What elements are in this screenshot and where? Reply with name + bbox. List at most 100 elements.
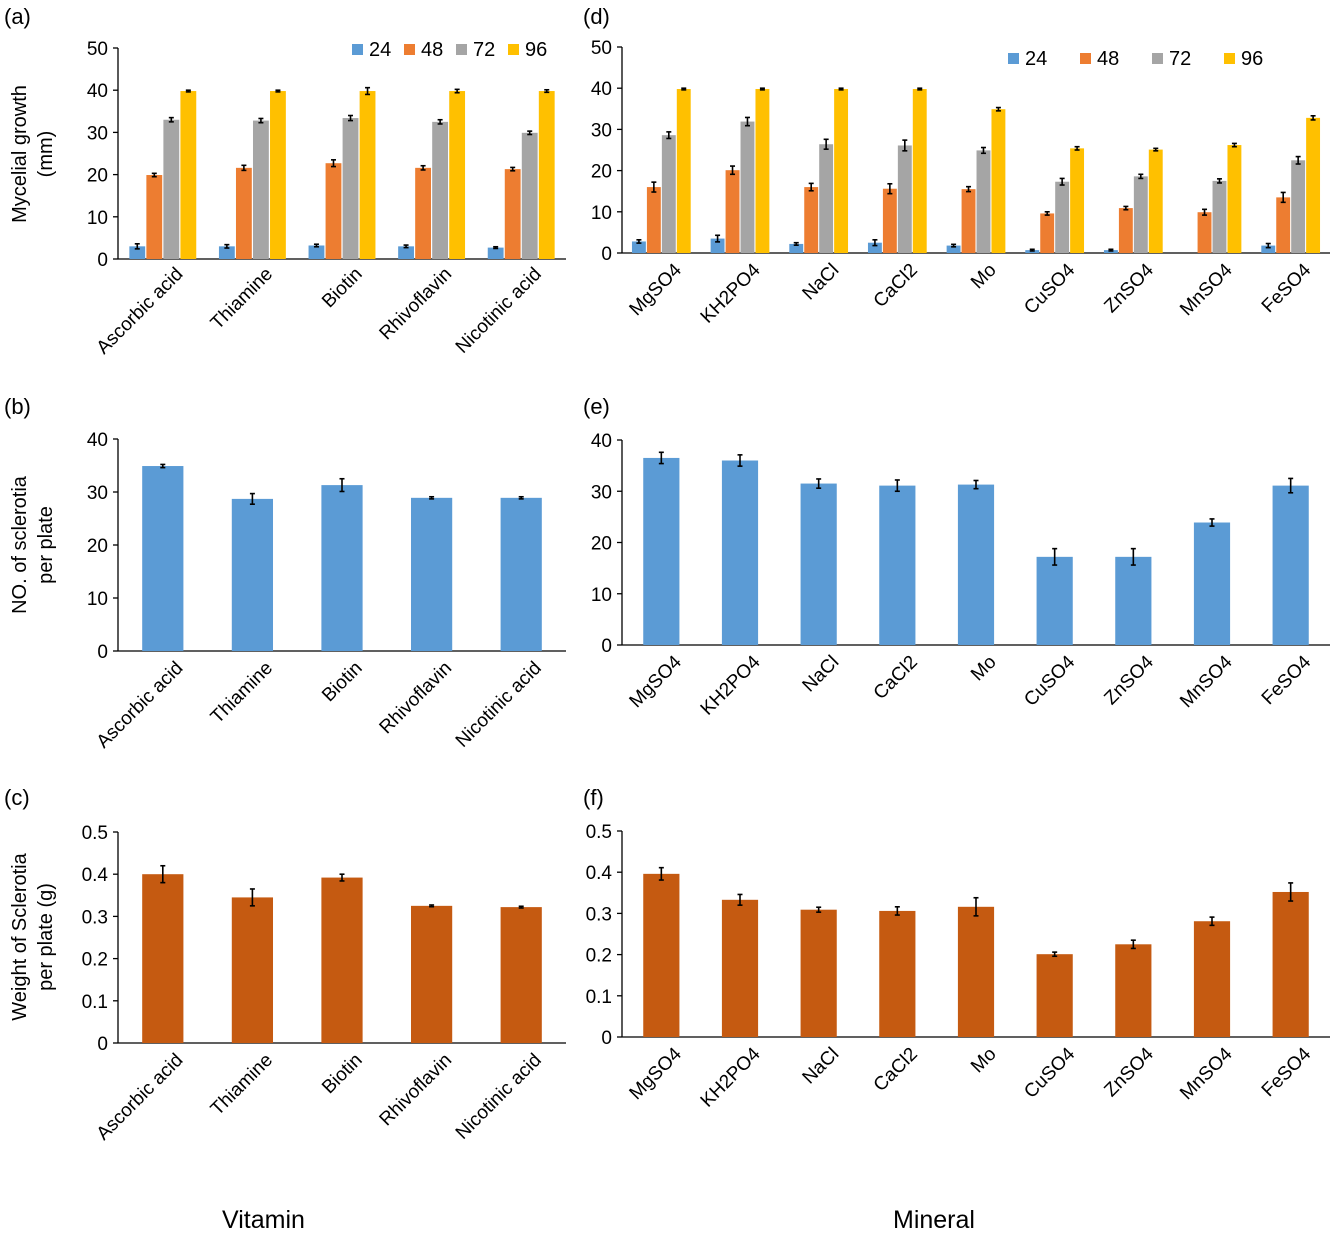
y-axis-label: per plate (g) bbox=[35, 883, 57, 991]
legend-label: 72 bbox=[1169, 48, 1191, 70]
chart-b: 0 10 20 30 40 Ascorbic acid Thiamine Biotin Rhiv… bbox=[9, 430, 566, 752]
bar bbox=[1070, 148, 1085, 253]
y-tick-label: 10 bbox=[87, 589, 108, 610]
bar bbox=[1276, 197, 1291, 253]
y-tick-label: 20 bbox=[87, 166, 108, 187]
x-tick-label: Mo bbox=[967, 260, 1001, 294]
bar bbox=[1193, 522, 1231, 645]
bar bbox=[538, 91, 555, 259]
x-tick-label: Thiamine bbox=[207, 1050, 277, 1120]
bar bbox=[804, 187, 819, 253]
bar bbox=[180, 91, 197, 259]
x-tick-label: KH2PO4 bbox=[697, 651, 765, 719]
x-tick-label: Thiamine bbox=[207, 264, 277, 334]
y-tick-label: 0.5 bbox=[82, 823, 108, 844]
bar bbox=[487, 247, 504, 259]
chart-a: 0 10 20 30 40 50 Ascorbic acid Thiamine Biotin Rh… bbox=[9, 39, 566, 358]
x-tick-label: Biotin bbox=[318, 1050, 366, 1098]
chart-e: 0 10 20 30 40 MgSO4 KH2PO4 NaCl CaCl2 Mo CuSO4 ZnSO… bbox=[591, 431, 1330, 720]
bar bbox=[321, 877, 363, 1043]
y-axis-label: Mycelial growth bbox=[9, 85, 31, 223]
bar bbox=[946, 245, 961, 253]
bar bbox=[789, 243, 804, 253]
bar bbox=[1261, 245, 1276, 253]
y-axis-label: Weight of Sclerotia bbox=[9, 852, 31, 1020]
panel-label-d: (d) bbox=[583, 4, 610, 29]
bar bbox=[1227, 145, 1242, 253]
bar bbox=[410, 497, 453, 651]
x-tick-label: CaCl2 bbox=[870, 260, 922, 312]
bar bbox=[1148, 149, 1163, 253]
x-tick-label: Mo bbox=[967, 1044, 1001, 1078]
panel-label-c: (c) bbox=[4, 785, 30, 810]
x-tick-label: MgSO4 bbox=[626, 259, 687, 320]
panel-label-a: (a) bbox=[4, 4, 31, 29]
bar bbox=[819, 144, 834, 253]
bar bbox=[646, 187, 661, 253]
x-tick-label: Nicotinic acid bbox=[452, 264, 546, 358]
bar bbox=[834, 89, 849, 253]
bar bbox=[270, 91, 286, 259]
bar bbox=[643, 873, 680, 1037]
bar bbox=[879, 485, 916, 645]
bar bbox=[410, 905, 453, 1043]
x-tick-label: CaCl2 bbox=[870, 652, 922, 704]
bar bbox=[1291, 160, 1306, 253]
chart-c: 0 0.1 0.2 0.3 0.4 0.5 Ascorbic acid Thiamine Bio… bbox=[9, 823, 566, 1144]
x-tick-label: ZnSO4 bbox=[1100, 651, 1158, 709]
bar bbox=[643, 457, 680, 645]
bar bbox=[325, 163, 342, 259]
x-tick-label: Ascorbic acid bbox=[93, 658, 188, 753]
bar bbox=[961, 189, 976, 253]
legend-swatch bbox=[1152, 53, 1163, 64]
x-tick-label: MgSO4 bbox=[626, 651, 687, 712]
x-tick-label: CaCl2 bbox=[870, 1044, 922, 1096]
bar bbox=[1055, 181, 1070, 253]
legend-swatch bbox=[1080, 53, 1091, 64]
x-tick-label: KH2PO4 bbox=[697, 259, 765, 327]
bar bbox=[912, 89, 927, 253]
x-tick-label: FeSO4 bbox=[1258, 1043, 1316, 1101]
bar bbox=[631, 241, 646, 253]
bar bbox=[142, 874, 184, 1043]
panel-label-e: (e) bbox=[583, 394, 610, 419]
bar bbox=[1040, 213, 1055, 253]
bar bbox=[1197, 212, 1212, 253]
bar bbox=[1115, 556, 1152, 645]
legend-label: 72 bbox=[473, 39, 495, 61]
y-tick-label: 40 bbox=[591, 79, 612, 100]
bar bbox=[957, 484, 995, 645]
y-tick-label: 0 bbox=[97, 642, 108, 663]
bar bbox=[1272, 891, 1309, 1037]
legend-swatch bbox=[1224, 53, 1235, 64]
bar bbox=[142, 466, 184, 651]
bar bbox=[415, 167, 432, 259]
x-tick-label: Rhivoflavin bbox=[376, 264, 457, 345]
bar bbox=[1133, 176, 1148, 253]
bar bbox=[504, 169, 521, 259]
y-tick-label: 0.3 bbox=[82, 907, 108, 928]
y-axis-label: per plate bbox=[35, 506, 57, 584]
bar bbox=[725, 170, 740, 253]
footer-vitamin: Vitamin bbox=[222, 1206, 305, 1234]
chart-d: 0 10 20 30 40 50 MgSO4 KH2PO4 NaCl CaCl2 Mo CuSO4 Zn… bbox=[591, 38, 1330, 328]
y-tick-label: 30 bbox=[591, 120, 612, 141]
bar bbox=[163, 119, 180, 260]
bar bbox=[661, 135, 676, 253]
x-tick-label: CuSO4 bbox=[1020, 1043, 1079, 1102]
x-tick-label: Rhivoflavin bbox=[376, 1050, 457, 1131]
legend-swatch bbox=[404, 44, 415, 55]
bar bbox=[976, 150, 991, 253]
y-tick-label: 20 bbox=[591, 534, 612, 555]
x-tick-label: Rhivoflavin bbox=[376, 658, 457, 739]
y-tick-label: 40 bbox=[87, 430, 108, 451]
x-tick-label: Mo bbox=[967, 652, 1001, 686]
legend-label: 96 bbox=[1241, 48, 1263, 70]
x-tick-label: NaCl bbox=[799, 1044, 844, 1089]
x-tick-label: Ascorbic acid bbox=[93, 1050, 188, 1145]
x-tick-label: MgSO4 bbox=[626, 1043, 687, 1104]
bar bbox=[342, 118, 359, 259]
y-tick-label: 50 bbox=[591, 38, 612, 59]
x-tick-label: MnSO4 bbox=[1176, 259, 1237, 320]
x-tick-label: NaCl bbox=[799, 652, 844, 697]
